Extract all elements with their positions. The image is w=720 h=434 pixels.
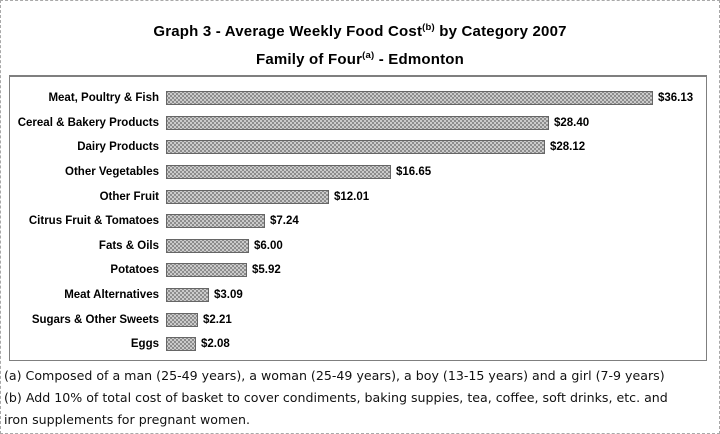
category-label: Other Fruit: [99, 190, 159, 203]
category-label: Other Vegetables: [65, 166, 159, 179]
category-label: Dairy Products: [77, 141, 159, 154]
chart-row: Other Vegetables $16.65: [10, 160, 706, 185]
bar: [166, 238, 249, 253]
footnote-b-line-2: iron supplements for pregnant women.: [4, 412, 250, 427]
chart-title-line-1: Graph 3 - Average Weekly Food Cost(b) by…: [1, 18, 719, 46]
bar: [166, 115, 549, 130]
chart-row: Potatoes $5.92: [10, 258, 706, 283]
category-label: Potatoes: [110, 264, 159, 277]
title-text: by Category 2007: [434, 23, 567, 40]
category-label: Meat, Poultry & Fish: [48, 92, 159, 105]
category-label: Sugars & Other Sweets: [31, 313, 159, 326]
bar: [166, 214, 265, 229]
plot-area: Meat, Poultry & Fish $36.13 Cereal & Baker…: [9, 75, 707, 361]
chart-row: Other Fruit $12.01: [10, 184, 706, 209]
chart-title-line-2: Family of Four(a) - Edmonton: [1, 46, 719, 74]
bar: [166, 337, 196, 352]
footnote-b-line-1: (b) Add 10% of total cost of basket to c…: [4, 390, 668, 405]
chart-row: Eggs $2.08: [10, 332, 706, 357]
category-label: Fats & Oils: [98, 239, 159, 252]
footnote-a: (a) Composed of a man (25-49 years), a w…: [4, 368, 665, 383]
value-label: $3.09: [214, 289, 243, 302]
value-label: $12.01: [334, 190, 370, 203]
title-text: Family of Four: [255, 51, 363, 68]
chart-row: Sugars & Other Sweets $2.21: [10, 307, 706, 332]
chart-row: Citrus Fruit & Tomatoes $7.24: [10, 209, 706, 234]
value-label: $2.21: [203, 313, 232, 326]
bar: [166, 263, 247, 278]
bar: [166, 140, 545, 155]
value-label: $28.40: [554, 116, 590, 129]
category-label: Eggs: [130, 338, 159, 351]
bar: [166, 165, 391, 180]
category-label: Meat Alternatives: [64, 289, 159, 302]
title-superscript-a: (a): [362, 50, 375, 61]
chart-title: Graph 3 - Average Weekly Food Cost(b) by…: [1, 18, 719, 74]
value-label: $6.00: [254, 239, 283, 252]
chart-row: Fats & Oils $6.00: [10, 234, 706, 259]
chart-rows: Meat, Poultry & Fish $36.13 Cereal & Baker…: [10, 86, 706, 357]
value-label: $2.08: [201, 338, 230, 351]
footnotes: (a) Composed of a man (25-49 years), a w…: [4, 365, 718, 431]
value-label: $5.92: [252, 264, 281, 277]
bar: [166, 312, 198, 327]
chart-row: Meat Alternatives $3.09: [10, 283, 706, 308]
chart-row: Dairy Products $28.12: [10, 135, 706, 160]
chart-row: Cereal & Bakery Products $28.40: [10, 111, 706, 136]
bar: [166, 91, 653, 106]
category-label: Citrus Fruit & Tomatoes: [28, 215, 159, 228]
value-label: $16.65: [396, 166, 432, 179]
value-label: $28.12: [550, 141, 586, 154]
bar: [166, 288, 209, 303]
chart-row: Meat, Poultry & Fish $36.13: [10, 86, 706, 111]
value-label: $7.24: [270, 215, 299, 228]
bar: [166, 189, 329, 204]
value-label: $36.13: [658, 92, 694, 105]
title-superscript-b: (b): [422, 22, 435, 33]
category-label: Cereal & Bakery Products: [17, 116, 159, 129]
title-text: - Edmonton: [374, 51, 465, 68]
title-text: Graph 3 - Average Weekly Food Cost: [153, 23, 423, 40]
